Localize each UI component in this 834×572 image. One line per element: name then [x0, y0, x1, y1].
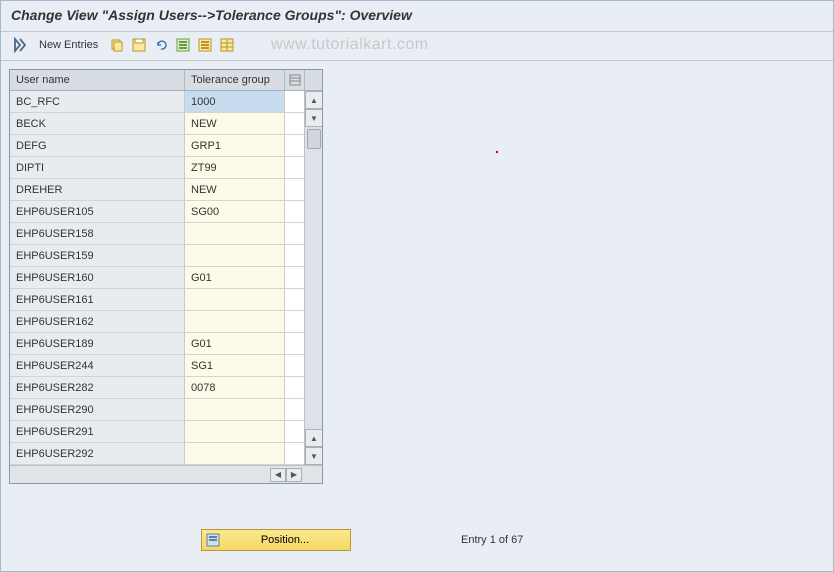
table-row[interactable]: EHP6USER160G01	[10, 267, 322, 289]
table-header: User name Tolerance group	[10, 70, 322, 91]
table-row[interactable]: DEFGGRP1	[10, 135, 322, 157]
horizontal-scrollbar[interactable]: ◀ ▶	[10, 465, 322, 483]
user-cell[interactable]: EHP6USER105	[10, 201, 185, 222]
table-row[interactable]: EHP6USER161	[10, 289, 322, 311]
spreadsheet-icon[interactable]	[218, 36, 236, 54]
group-cell[interactable]	[185, 289, 285, 310]
user-cell[interactable]: EHP6USER160	[10, 267, 185, 288]
page-title: Change View "Assign Users-->Tolerance Gr…	[11, 7, 412, 23]
group-cell[interactable]: ZT99	[185, 157, 285, 178]
user-cell[interactable]: EHP6USER158	[10, 223, 185, 244]
scroll-right-button[interactable]: ▶	[286, 468, 302, 482]
table-row[interactable]: EHP6USER244SG1	[10, 355, 322, 377]
scroll-up-step-button[interactable]: ▲	[305, 429, 322, 447]
table-row[interactable]: BC_RFC1000	[10, 91, 322, 113]
table-row[interactable]: EHP6USER291	[10, 421, 322, 443]
group-cell[interactable]: 0078	[185, 377, 285, 398]
undo-icon[interactable]	[152, 36, 170, 54]
table-row[interactable]: EHP6USER162	[10, 311, 322, 333]
scroll-up-button[interactable]: ▲	[305, 91, 322, 109]
save-icon[interactable]	[130, 36, 148, 54]
group-cell[interactable]	[185, 399, 285, 420]
new-entries-button[interactable]: New Entries	[39, 39, 98, 51]
select-all-icon[interactable]	[174, 36, 192, 54]
user-cell[interactable]: DIPTI	[10, 157, 185, 178]
group-cell[interactable]: SG1	[185, 355, 285, 376]
user-cell[interactable]: DEFG	[10, 135, 185, 156]
table-row[interactable]: EHP6USER159	[10, 245, 322, 267]
group-cell[interactable]: NEW	[185, 179, 285, 200]
table-row[interactable]: EHP6USER290	[10, 399, 322, 421]
table-row[interactable]: EHP6USER105SG00	[10, 201, 322, 223]
user-cell[interactable]: DREHER	[10, 179, 185, 200]
scroll-down-button[interactable]: ▼	[305, 447, 322, 465]
user-cell[interactable]: BECK	[10, 113, 185, 134]
table-body: BC_RFC1000BECKNEWDEFGGRP1DIPTIZT99DREHER…	[10, 91, 322, 465]
group-cell[interactable]	[185, 311, 285, 332]
group-cell[interactable]: NEW	[185, 113, 285, 134]
group-cell[interactable]: G01	[185, 333, 285, 354]
group-cell[interactable]	[185, 223, 285, 244]
position-button-label: Position...	[261, 534, 309, 546]
table-row[interactable]: DIPTIZT99	[10, 157, 322, 179]
footer: Position... Entry 1 of 67	[1, 529, 833, 551]
user-cell[interactable]: EHP6USER291	[10, 421, 185, 442]
user-cell[interactable]: EHP6USER162	[10, 311, 185, 332]
group-cell[interactable]: 1000	[185, 91, 285, 112]
user-cell[interactable]: EHP6USER159	[10, 245, 185, 266]
table-row[interactable]: BECKNEW	[10, 113, 322, 135]
column-header-user[interactable]: User name	[10, 70, 185, 90]
user-cell[interactable]: EHP6USER189	[10, 333, 185, 354]
vertical-scrollbar[interactable]: ▲ ▼ ▲ ▼	[304, 91, 322, 465]
group-cell[interactable]: GRP1	[185, 135, 285, 156]
table-row[interactable]: EHP6USER2820078	[10, 377, 322, 399]
watermark-text: www.tutorialkart.com	[271, 36, 429, 54]
table-row[interactable]: EHP6USER292	[10, 443, 322, 465]
group-cell[interactable]	[185, 443, 285, 464]
user-cell[interactable]: EHP6USER290	[10, 399, 185, 420]
table-row[interactable]: EHP6USER189G01	[10, 333, 322, 355]
toggle-icon[interactable]	[11, 36, 29, 54]
delete-icon[interactable]	[196, 36, 214, 54]
group-cell[interactable]	[185, 245, 285, 266]
user-cell[interactable]: EHP6USER161	[10, 289, 185, 310]
copy-icon[interactable]	[108, 36, 126, 54]
user-cell[interactable]: BC_RFC	[10, 91, 185, 112]
column-header-config[interactable]	[285, 70, 305, 90]
group-cell[interactable]	[185, 421, 285, 442]
user-cell[interactable]: EHP6USER292	[10, 443, 185, 464]
position-button[interactable]: Position...	[201, 529, 351, 551]
column-header-group[interactable]: Tolerance group	[185, 70, 285, 90]
user-cell[interactable]: EHP6USER282	[10, 377, 185, 398]
scroll-thumb[interactable]	[307, 129, 321, 149]
scroll-down-step-button[interactable]: ▼	[305, 109, 322, 127]
position-icon	[206, 533, 220, 547]
red-dot-marker	[496, 151, 498, 153]
table-row[interactable]: EHP6USER158	[10, 223, 322, 245]
group-cell[interactable]: G01	[185, 267, 285, 288]
content-area: User name Tolerance group BC_RFC1000BECK…	[1, 61, 833, 521]
scroll-left-button[interactable]: ◀	[270, 468, 286, 482]
table-row[interactable]: DREHERNEW	[10, 179, 322, 201]
group-cell[interactable]: SG00	[185, 201, 285, 222]
table-container: User name Tolerance group BC_RFC1000BECK…	[9, 69, 323, 484]
title-bar: Change View "Assign Users-->Tolerance Gr…	[1, 1, 833, 32]
user-cell[interactable]: EHP6USER244	[10, 355, 185, 376]
column-config-icon	[289, 74, 301, 86]
entry-counter: Entry 1 of 67	[461, 534, 523, 546]
toolbar: New Entries www.tutorialkart.com	[1, 32, 833, 61]
